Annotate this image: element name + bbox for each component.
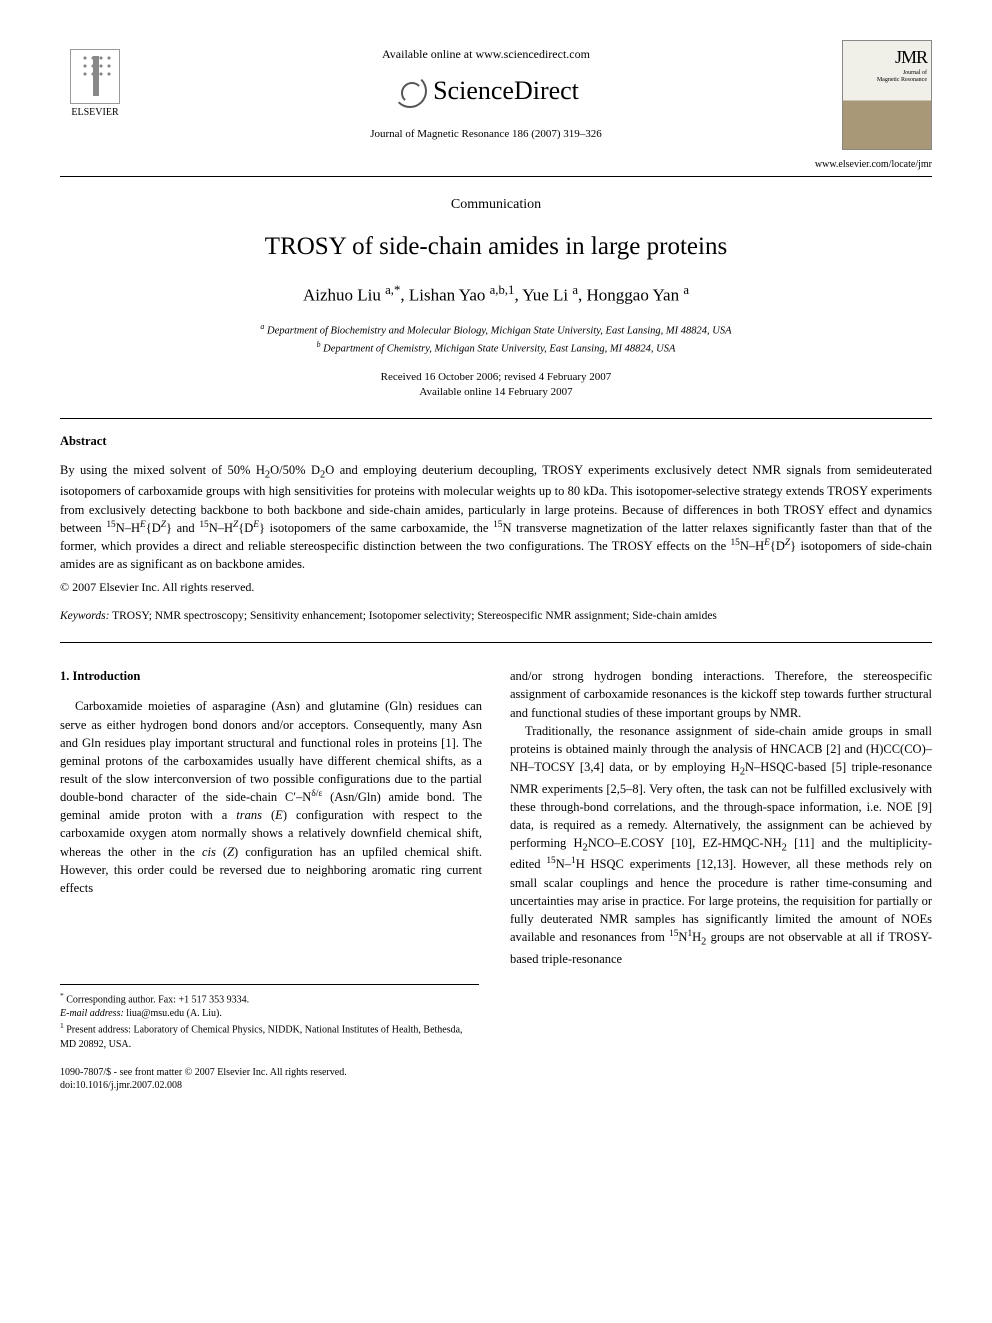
jmr-cover-icon: JMR Journal of Magnetic Resonance [842, 40, 932, 150]
column-left: 1. Introduction Carboxamide moieties of … [60, 667, 482, 968]
abstract-heading: Abstract [60, 433, 932, 451]
journal-url[interactable]: www.elsevier.com/locate/jmr [60, 158, 932, 172]
keywords-label: Keywords: [60, 610, 109, 622]
intro-para-2: Traditionally, the resonance assignment … [510, 722, 932, 968]
article-title: TROSY of side-chain amides in large prot… [60, 229, 932, 264]
journal-reference: Journal of Magnetic Resonance 186 (2007)… [130, 127, 842, 142]
jmr-cover-title: JMR [847, 45, 927, 70]
footnote-corresponding: * Corresponding author. Fax: +1 517 353 … [60, 991, 479, 1007]
jmr-block: JMR Journal of Magnetic Resonance [842, 40, 932, 150]
sciencedirect-text: ScienceDirect [433, 73, 579, 109]
keywords-text: TROSY; NMR spectroscopy; Sensitivity enh… [109, 610, 717, 622]
footer-doi: doi:10.1016/j.jmr.2007.02.008 [60, 1079, 932, 1092]
footnotes: * Corresponding author. Fax: +1 517 353 … [60, 984, 479, 1052]
authors: Aizhuo Liu a,*, Lishan Yao a,b,1, Yue Li… [60, 282, 932, 307]
affiliations: a Department of Biochemistry and Molecul… [60, 321, 932, 358]
jmr-cover-sub2: Magnetic Resonance [847, 77, 927, 84]
elsevier-label: ELSEVIER [71, 106, 118, 120]
keywords: Keywords: TROSY; NMR spectroscopy; Sensi… [60, 608, 932, 624]
elsevier-tree-icon [70, 49, 120, 104]
affiliation-a: a Department of Biochemistry and Molecul… [60, 321, 932, 339]
abstract-copyright: © 2007 Elsevier Inc. All rights reserved… [60, 579, 932, 596]
abstract-top-rule [60, 418, 932, 419]
header-rule [60, 176, 932, 177]
footer-meta: 1090-7807/$ - see front matter © 2007 El… [60, 1066, 932, 1092]
received-date: Received 16 October 2006; revised 4 Febr… [60, 370, 932, 385]
center-header: Available online at www.sciencedirect.co… [130, 40, 842, 143]
footnote-present-address: 1 Present address: Laboratory of Chemica… [60, 1021, 479, 1051]
sd-swirl-icon [393, 74, 427, 108]
affiliation-b: b Department of Chemistry, Michigan Stat… [60, 339, 932, 357]
abstract-bottom-rule [60, 642, 932, 643]
article-type: Communication [60, 195, 932, 215]
footnote-email: E-mail address: liua@msu.edu (A. Liu). [60, 1007, 479, 1021]
email-link[interactable]: liua@msu.edu [126, 1008, 184, 1019]
abstract-body: By using the mixed solvent of 50% H2O/50… [60, 461, 932, 574]
sciencedirect-logo: ScienceDirect [393, 73, 579, 109]
intro-para-1: Carboxamide moieties of asparagine (Asn)… [60, 697, 482, 897]
elsevier-logo: ELSEVIER [60, 40, 130, 120]
section-1-heading: 1. Introduction [60, 667, 482, 685]
article-dates: Received 16 October 2006; revised 4 Febr… [60, 370, 932, 401]
intro-para-1-cont: and/or strong hydrogen bonding interacti… [510, 667, 932, 721]
jmr-cover-sub1: Journal of [847, 70, 927, 77]
body-columns: 1. Introduction Carboxamide moieties of … [60, 667, 932, 968]
footer-front-matter: 1090-7807/$ - see front matter © 2007 El… [60, 1066, 932, 1079]
column-right: and/or strong hydrogen bonding interacti… [510, 667, 932, 968]
online-date: Available online 14 February 2007 [60, 385, 932, 400]
available-online-text: Available online at www.sciencedirect.co… [130, 46, 842, 63]
header-row: ELSEVIER Available online at www.science… [60, 40, 932, 150]
